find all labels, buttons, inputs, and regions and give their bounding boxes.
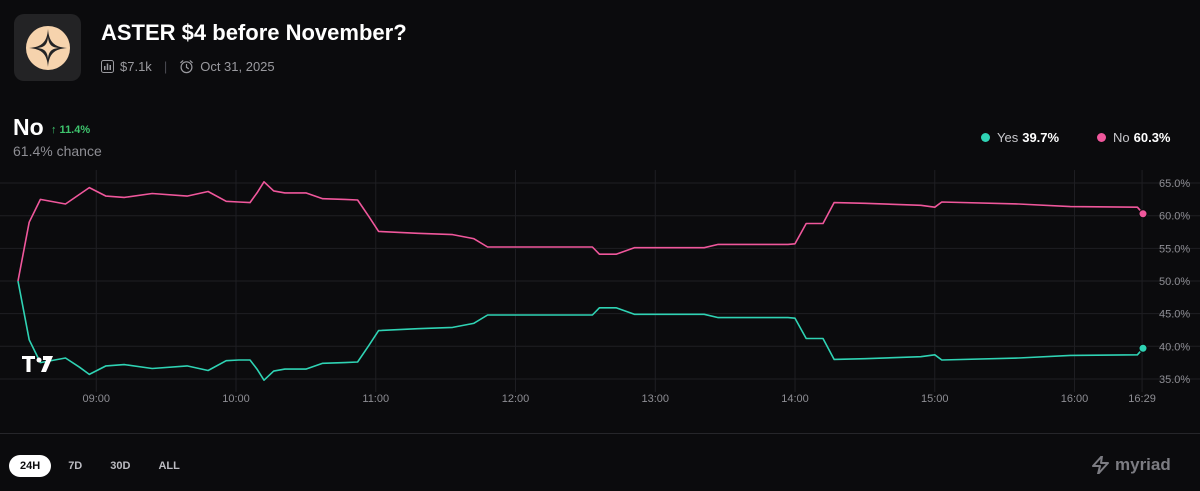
market-title: ASTER $4 before November? [101,20,407,45]
series-end-point-no [1138,209,1148,219]
tab-7d[interactable]: 7D [68,460,83,472]
legend-no-label: No [1113,130,1130,145]
y-tick-label: 65.0% [1159,178,1190,190]
series-line-no [17,181,1144,282]
volume-value: $7.1k [120,59,152,74]
change-badge: ↑ 11.4% [51,124,91,136]
x-tick-label: 11:00 [362,393,389,405]
alarm-clock-icon [179,59,194,74]
tab-24h[interactable]: 24H [9,455,52,477]
x-tick-label: 16:29 [1128,393,1156,405]
footer-divider [0,433,1200,434]
legend-yes-label: Yes [997,130,1019,145]
x-tick-label: 15:00 [921,393,949,405]
legend-yes[interactable]: Yes 39.7% [981,130,1059,145]
x-tick-label: 10:00 [222,393,250,405]
aster-star-logo-icon [25,25,70,70]
y-tick-label: 55.0% [1159,243,1190,255]
y-axis: 65.0% 60.0% 55.0% 50.0% 45.0% 40.0% 35.0% [1159,178,1190,386]
selected-outcome: No [13,114,44,140]
meta-divider: | [163,59,168,74]
series-end-point-yes [1138,343,1148,353]
y-tick-label: 35.0% [1159,374,1190,386]
x-tick-label: 12:00 [502,393,530,405]
no-dot-icon [1097,133,1106,142]
price-chart[interactable]: 65.0% 60.0% 55.0% 50.0% 45.0% 40.0% 35.0% 09:0… [0,170,1200,410]
timeframe-tabs: 24H 7D 30D ALL [9,455,191,477]
x-tick-label: 16:00 [1061,393,1089,405]
tradingview-watermark-icon [22,356,53,372]
x-tick-label: 14:00 [781,393,809,405]
myriad-bolt-icon [1092,456,1109,474]
x-axis: 09:00 10:00 11:00 12:00 13:00 14:00 15:00 16:00… [82,393,1155,405]
series-line-yes [17,280,1144,381]
y-tick-label: 40.0% [1159,341,1190,353]
end-date: Oct 31, 2025 [200,59,275,74]
y-tick-label: 50.0% [1159,276,1190,288]
chance-label: 61.4% chance [13,143,102,159]
brand-logo: myriad [1091,455,1171,475]
x-tick-label: 13:00 [642,393,670,405]
market-meta: $7.1k | Oct 31, 2025 [101,59,275,74]
tab-30d[interactable]: 30D [110,460,131,472]
market-logo [14,14,81,81]
x-tick-label: 09:00 [82,393,110,405]
volume-chart-icon [101,60,114,73]
y-tick-label: 60.0% [1159,211,1190,223]
yes-dot-icon [981,133,990,142]
legend-no[interactable]: No 60.3% [1097,130,1171,145]
y-tick-label: 45.0% [1159,309,1190,321]
legend-no-value: 60.3% [1133,130,1171,145]
legend-yes-value: 39.7% [1022,130,1060,145]
tab-all[interactable]: ALL [158,460,180,472]
brand-name: myriad [1115,455,1171,474]
chart-series [17,181,1148,381]
